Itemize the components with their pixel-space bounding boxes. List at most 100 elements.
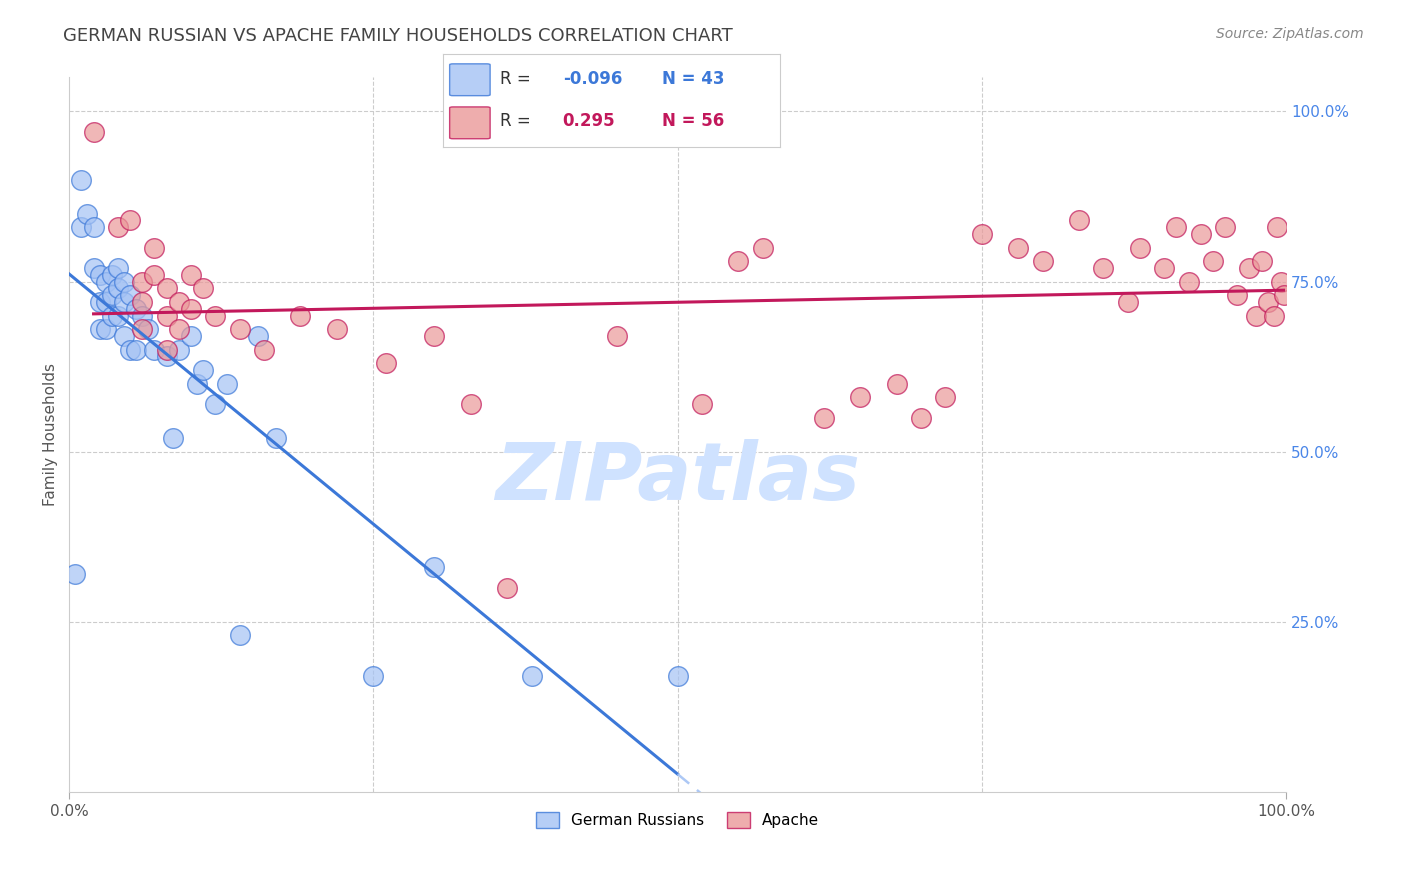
Point: [101, 268, 124, 282]
Point: [204, 309, 226, 323]
Point: [94, 275, 117, 289]
Point: [374, 356, 396, 370]
Point: [1272, 288, 1295, 302]
Point: [155, 309, 177, 323]
Point: [107, 281, 129, 295]
Point: [131, 275, 153, 289]
Point: [83, 220, 105, 235]
Point: [180, 329, 202, 343]
Point: [120, 288, 142, 302]
Point: [752, 241, 775, 255]
Point: [76, 206, 98, 220]
Point: [101, 288, 124, 302]
Point: [1116, 295, 1139, 310]
Point: [70, 220, 93, 235]
Point: [125, 343, 148, 357]
Point: [155, 281, 177, 295]
Point: [1007, 241, 1029, 255]
Point: [520, 669, 543, 683]
Point: [849, 390, 872, 404]
FancyBboxPatch shape: [450, 64, 491, 95]
Point: [264, 431, 287, 445]
Point: [886, 376, 908, 391]
Point: [83, 125, 105, 139]
Point: [1263, 309, 1285, 323]
Point: [1202, 254, 1225, 268]
Text: Source: ZipAtlas.com: Source: ZipAtlas.com: [1216, 27, 1364, 41]
Point: [191, 363, 214, 377]
Point: [1244, 309, 1267, 323]
Text: ZIPatlas: ZIPatlas: [495, 439, 860, 516]
Y-axis label: Family Households: Family Households: [44, 363, 58, 506]
Point: [666, 669, 689, 683]
Point: [131, 309, 153, 323]
Point: [120, 213, 142, 227]
Text: R =: R =: [501, 70, 536, 88]
Point: [131, 295, 153, 310]
Point: [1213, 220, 1236, 235]
Point: [143, 241, 166, 255]
Point: [107, 309, 129, 323]
Point: [727, 254, 749, 268]
Point: [180, 268, 202, 282]
Point: [1189, 227, 1212, 241]
Point: [1092, 260, 1115, 275]
Point: [120, 343, 142, 357]
Point: [167, 322, 190, 336]
Point: [1257, 295, 1279, 310]
Point: [910, 410, 932, 425]
Point: [606, 329, 628, 343]
Point: [1270, 275, 1292, 289]
Point: [155, 350, 177, 364]
Point: [204, 397, 226, 411]
Point: [70, 172, 93, 186]
Point: [246, 329, 269, 343]
Point: [167, 295, 190, 310]
Point: [131, 322, 153, 336]
Point: [89, 295, 111, 310]
Point: [65, 567, 87, 582]
Point: [1153, 260, 1175, 275]
Text: N = 56: N = 56: [662, 112, 724, 130]
Point: [125, 301, 148, 316]
Point: [180, 301, 202, 316]
Point: [1032, 254, 1054, 268]
Point: [167, 343, 190, 357]
Legend: German Russians, Apache: German Russians, Apache: [530, 805, 825, 834]
Point: [89, 268, 111, 282]
Point: [112, 275, 135, 289]
Point: [363, 669, 385, 683]
Point: [690, 397, 713, 411]
Text: N = 43: N = 43: [662, 70, 724, 88]
Point: [253, 343, 276, 357]
Point: [1069, 213, 1091, 227]
Text: -0.096: -0.096: [562, 70, 621, 88]
Point: [143, 343, 166, 357]
Point: [217, 376, 239, 391]
Point: [934, 390, 956, 404]
Point: [1267, 220, 1289, 235]
Point: [228, 322, 250, 336]
Point: [83, 260, 105, 275]
Point: [970, 227, 993, 241]
Point: [496, 581, 519, 595]
Point: [112, 295, 135, 310]
Point: [155, 343, 177, 357]
FancyBboxPatch shape: [450, 107, 491, 139]
Point: [228, 628, 250, 642]
Point: [136, 322, 159, 336]
Point: [1250, 254, 1272, 268]
Point: [186, 376, 208, 391]
Point: [1129, 241, 1152, 255]
Point: [1226, 288, 1249, 302]
Point: [423, 560, 446, 574]
Point: [107, 220, 129, 235]
Point: [290, 309, 312, 323]
Text: GERMAN RUSSIAN VS APACHE FAMILY HOUSEHOLDS CORRELATION CHART: GERMAN RUSSIAN VS APACHE FAMILY HOUSEHOL…: [63, 27, 733, 45]
Point: [423, 329, 446, 343]
Text: 0.295: 0.295: [562, 112, 616, 130]
Point: [191, 281, 214, 295]
Point: [107, 260, 129, 275]
Point: [94, 295, 117, 310]
Point: [89, 322, 111, 336]
